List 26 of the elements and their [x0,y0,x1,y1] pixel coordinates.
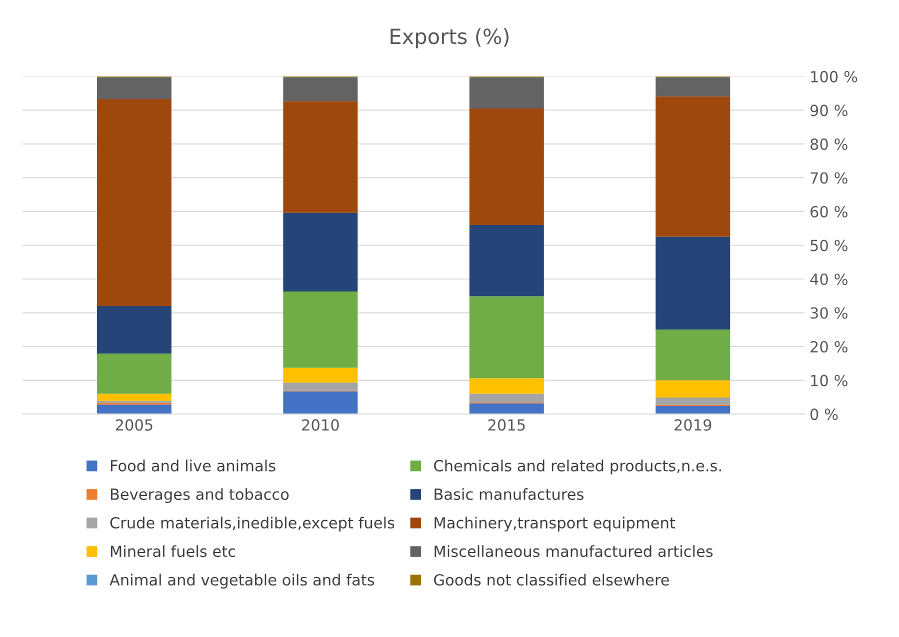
legend-label: Mineral fuels etc [110,545,236,558]
y-tick-label: 50 % [810,240,848,252]
legend-label: Food and live animals [110,460,276,472]
legend-label: Miscellaneous manufactured articles [434,545,713,558]
legend-label: Goods not classified elsewhere [434,574,669,586]
x-tick-label: 2010 [302,419,339,431]
x-tick-label: 2015 [488,419,525,431]
chart-title: Exports (%) [390,28,509,48]
y-tick-label: 100 % [811,70,858,82]
y-tick-label: 30 % [810,307,848,319]
y-tick-label: 20 % [810,340,848,353]
x-tick-label: 2005 [116,419,152,431]
legend-label: Crude materials,inedible,except fuels [110,516,394,532]
legend-label: Beverages and tobacco [110,488,289,503]
legend-label: Animal and vegetable oils and fats [110,574,374,589]
y-tick-label: 10 % [811,374,848,386]
x-tick-label: 2019 [674,419,712,431]
y-tick-label: 60 % [810,206,848,218]
legend-label: Chemicals and related products,n.e.s. [434,460,721,474]
y-tick-label: 0 % [810,408,838,420]
y-tick-label: 80 % [810,138,848,150]
legend-label: Basic manufactures [434,488,584,500]
y-tick-label: 40 % [810,273,848,286]
legend-label: Machinery,transport equipment [434,516,676,532]
y-tick-label: 70 % [810,172,848,184]
y-tick-label: 90 % [810,104,848,116]
